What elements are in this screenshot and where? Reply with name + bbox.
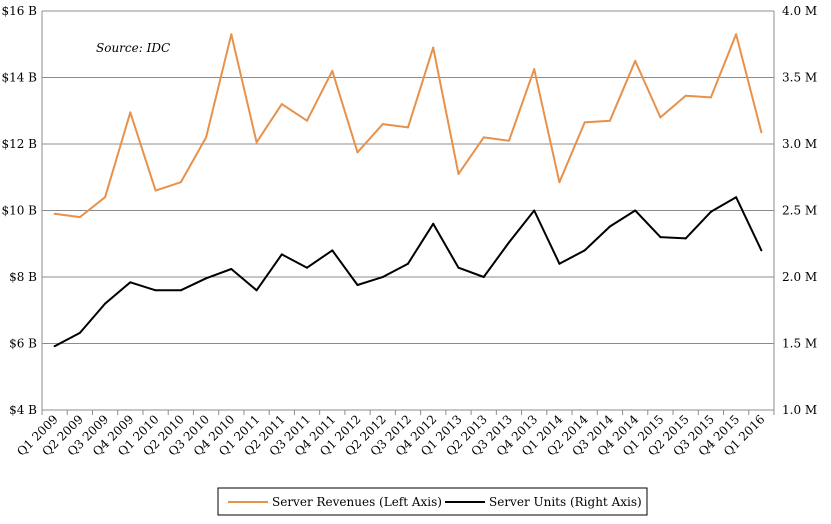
revenues-point [457,172,460,175]
revenues-point [154,189,157,192]
revenues-point [659,116,662,119]
revenues-point [684,94,687,97]
units-point [457,266,460,269]
units-point [482,276,485,278]
revenues-point [558,181,561,184]
units-point [205,277,208,280]
units-point [709,210,712,213]
units-point [659,236,662,239]
legend-label-units: Server Units (Right Axis) [489,495,642,509]
revenues-point [709,96,712,99]
revenues-point [482,136,485,139]
units-point [684,237,687,240]
revenues-point [735,33,738,36]
units-point [381,276,384,278]
units-point [280,253,283,256]
units-point [432,222,435,225]
series-line-units [54,196,763,348]
revenues-point [53,212,56,215]
revenues-point [78,216,81,219]
units-point [608,225,611,228]
right-tick-label: 2.5 M [782,204,817,218]
units-point [78,331,81,334]
units-point [407,262,409,265]
gridlines [42,10,774,411]
units-point [558,262,561,265]
revenues-point [533,68,536,71]
right-tick-label: 1.5 M [782,337,817,351]
units-point [230,268,233,271]
left-axis-ticks: $4 B $6 B $8 B $10 B $12 B $14 B $16 B [1,4,37,417]
revenues-point [608,119,611,122]
revenues-point [583,121,586,124]
units-point [104,302,107,305]
legend-label-revenues: Server Revenues (Left Axis) [272,495,442,509]
axes [41,11,775,415]
left-tick-label: $14 B [1,71,37,85]
revenues-point [205,136,208,139]
legend-box [217,487,648,516]
revenues-point [280,103,283,106]
revenues-point [407,126,409,129]
left-tick-label: $12 B [1,137,37,151]
left-tick-label: $4 B [9,403,37,417]
revenues-point [634,59,637,62]
source-note: Source: IDC [96,41,170,55]
left-tick-label: $8 B [9,270,37,284]
revenues-point [356,151,359,154]
units-point [306,266,309,269]
revenues-point [432,46,435,49]
revenues-point [331,69,334,72]
units-point [583,249,586,252]
units-point [129,281,132,284]
units-point [331,249,334,252]
right-tick-label: 4.0 M [782,4,817,18]
units-point [53,345,56,348]
right-tick-label: 3.0 M [782,137,817,151]
units-point [356,283,359,286]
units-point [760,249,763,252]
series-lines [53,33,763,348]
revenues-point [760,131,763,134]
revenues-point [179,181,182,184]
units-point [634,209,637,212]
right-axis-ticks: 1.0 M 1.5 M 2.0 M 2.5 M 3.0 M 3.5 M 4.0 M [782,4,817,417]
legend: Server Revenues (Left Axis) Server Units… [217,487,648,516]
revenues-point [104,196,107,199]
series-line-revenues [54,33,763,219]
units-point [179,289,182,292]
units-point [533,209,536,212]
right-tick-label: 2.0 M [782,270,817,284]
right-tick-label: 3.5 M [782,71,817,85]
units-point [154,289,157,292]
left-tick-label: $16 B [1,4,37,18]
units-point [735,196,738,199]
revenues-point [507,139,510,142]
revenues-point [306,119,309,122]
right-tick-label: 1.0 M [782,403,817,417]
revenues-point [230,33,233,36]
units-point [255,289,258,292]
units-point [507,241,510,244]
left-tick-label: $10 B [1,204,37,218]
revenues-point [129,111,132,114]
left-tick-label: $6 B [9,337,37,351]
revenues-point [381,123,384,126]
revenues-point [255,141,258,144]
